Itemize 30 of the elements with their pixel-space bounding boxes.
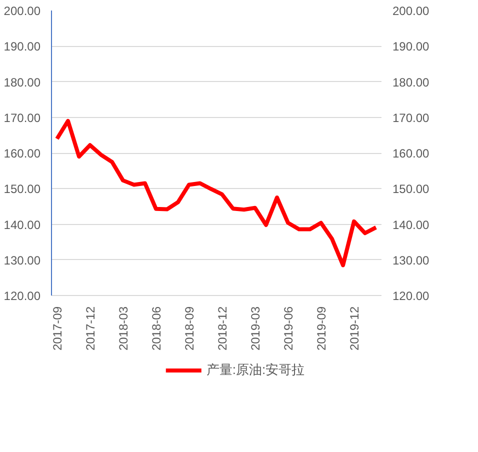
x-tick-label: 2019-12	[348, 306, 362, 351]
y-tick-label: 130.00	[4, 253, 41, 268]
x-tick-label: 2019-03	[248, 306, 262, 351]
x-tick-label: 2018-09	[182, 306, 196, 351]
x-tick-label: 2019-06	[282, 306, 296, 351]
x-tick-label: 2017-09	[50, 306, 64, 351]
y-tick-label: 200.00	[4, 4, 41, 18]
y-tick-label: 140.00	[4, 218, 41, 232]
y2-tick-label: 160.00	[392, 146, 430, 160]
x-tick-label: 2018-06	[150, 306, 164, 351]
y2-tick-label: 120.00	[392, 289, 430, 303]
y2-tick-label: 150.00	[392, 182, 430, 196]
x-tick-label: 2017-12	[84, 306, 98, 351]
y2-tick-label: 200.00	[392, 4, 430, 18]
y2-tick-label: 180.00	[392, 75, 430, 90]
y-tick-label: 170.00	[4, 110, 41, 125]
line-series	[55, 118, 378, 268]
x-tick-label: 2018-03	[116, 306, 130, 351]
y2-tick-label: 140.00	[392, 218, 430, 232]
y2-tick-label: 170.00	[392, 110, 430, 125]
y2-tick-label: 130.00	[392, 253, 430, 268]
y-tick-label: 150.00	[4, 182, 41, 196]
x-tick-label: 2019-09	[314, 306, 328, 351]
y-tick-label: 120.00	[4, 289, 41, 303]
x-tick-label: 2018-12	[216, 306, 230, 351]
y-tick-label: 160.00	[4, 146, 41, 160]
y-tick-label: 180.00	[4, 75, 41, 90]
y2-tick-label: 190.00	[392, 40, 430, 54]
legend-label: 产量:原油:安哥拉	[206, 361, 305, 379]
y-tick-label: 190.00	[4, 40, 41, 54]
